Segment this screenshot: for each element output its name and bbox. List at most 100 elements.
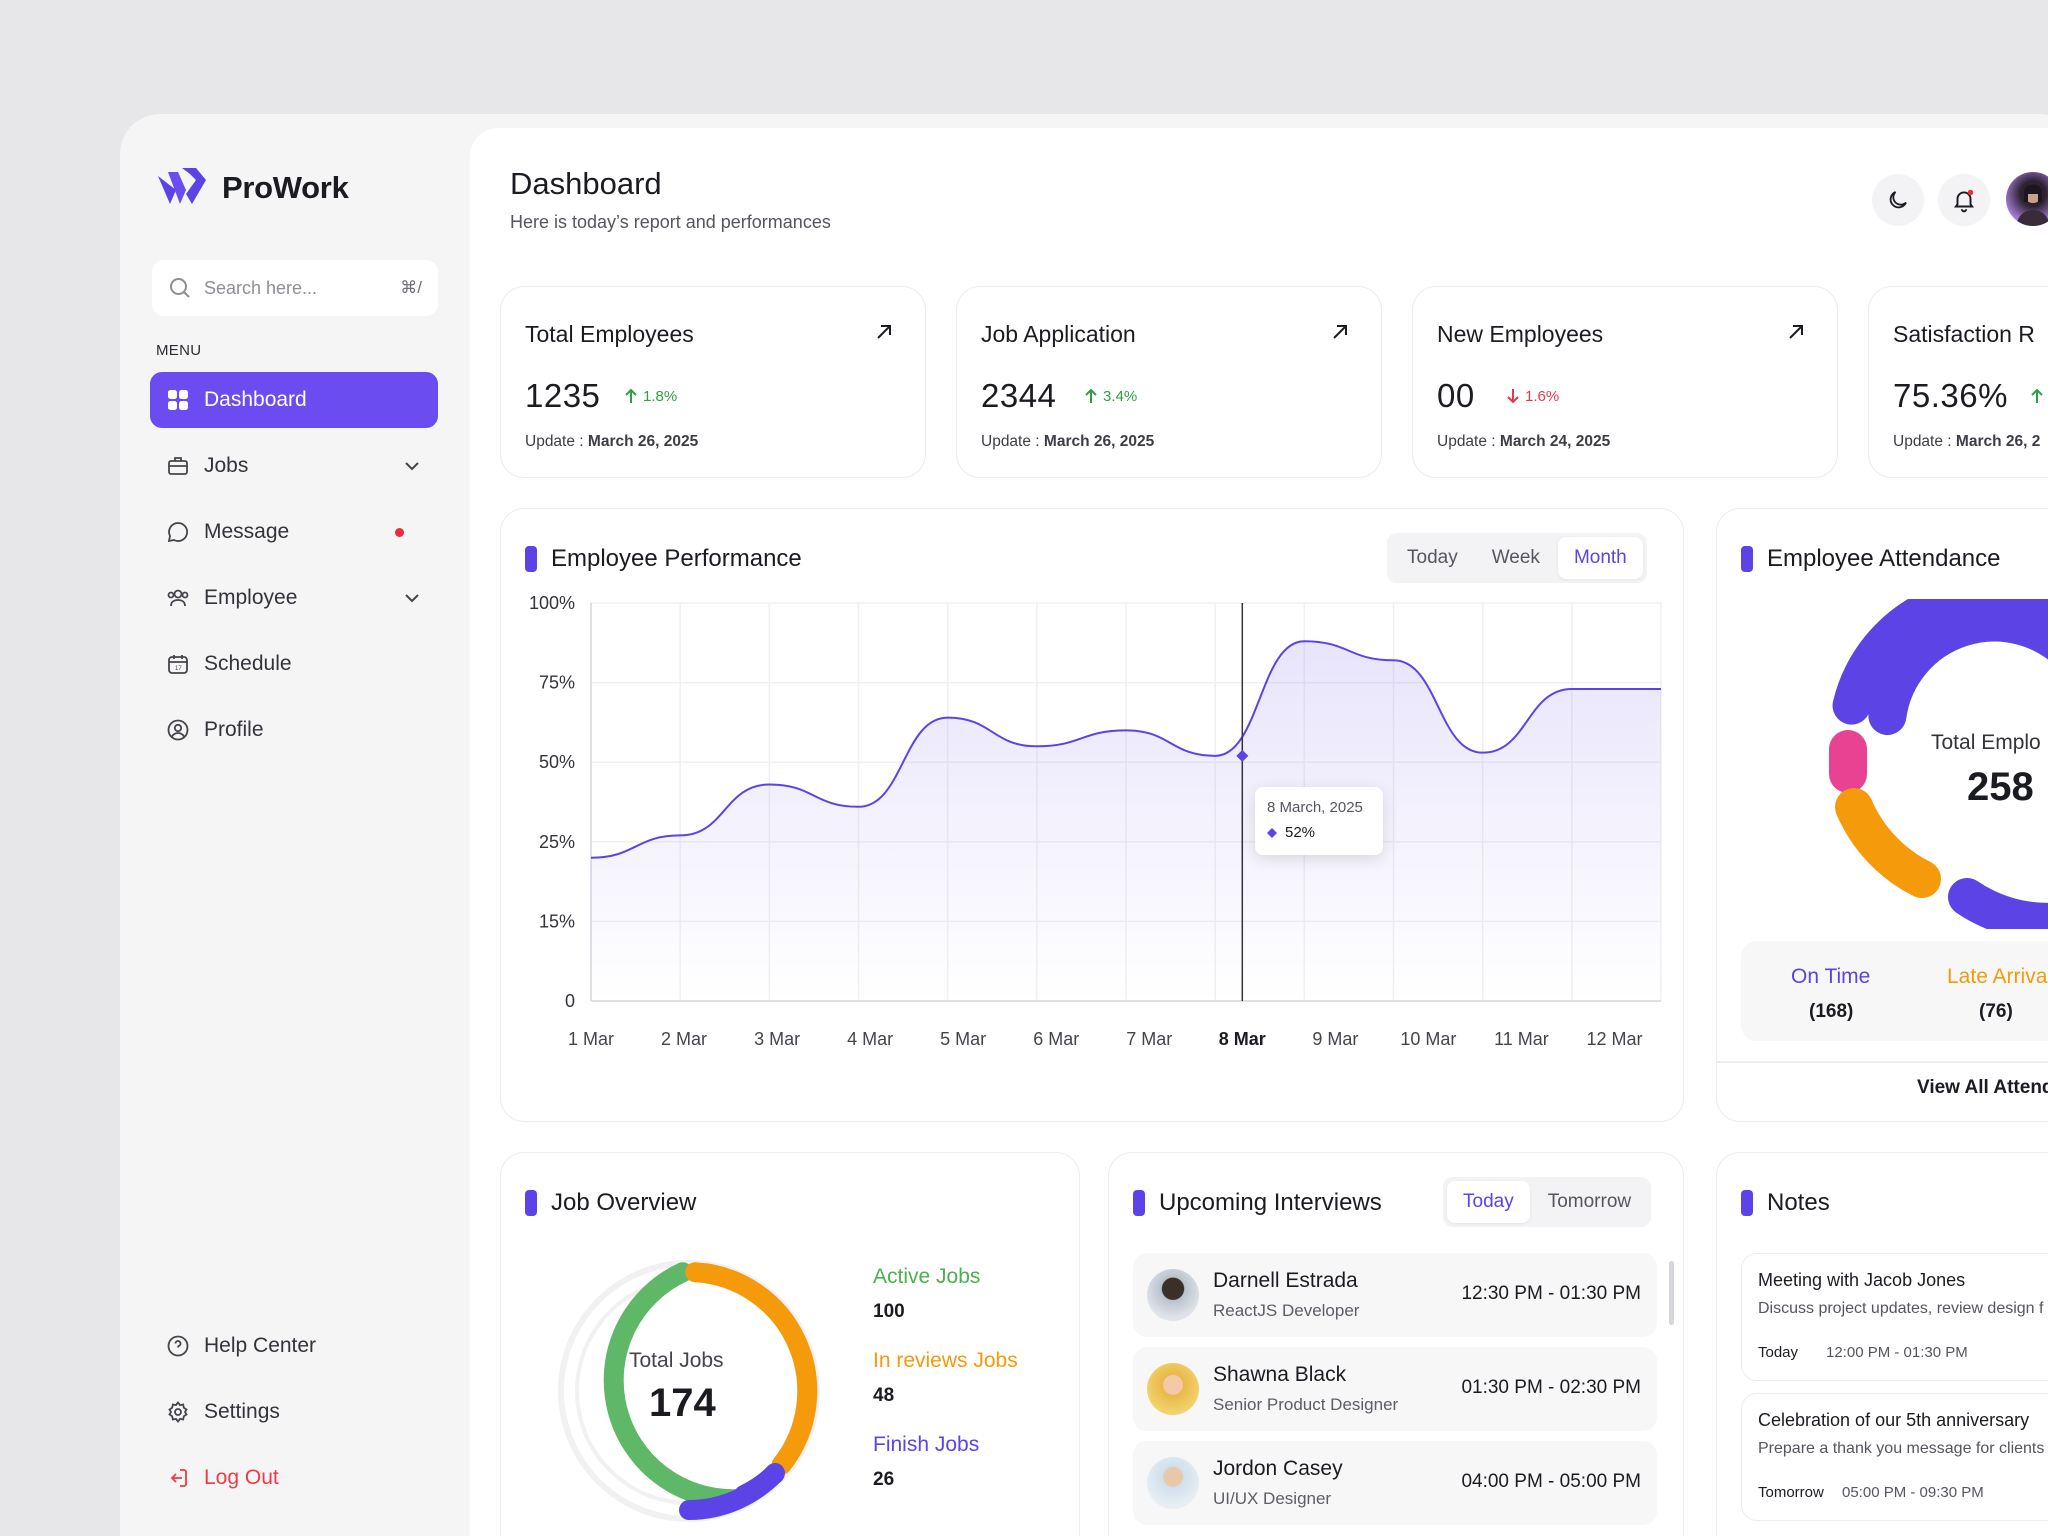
main-content: Dashboard Here is today’s report and per…	[470, 128, 2048, 1536]
update-label: Update :	[525, 433, 584, 450]
sidebar-item-logout[interactable]: Log Out	[150, 1450, 438, 1506]
arrow-up-icon	[1085, 388, 1097, 403]
sidebar-item-profile[interactable]: Profile	[150, 702, 438, 758]
avatar-image-icon	[2016, 184, 2048, 226]
legend-in-review-jobs: In reviews Jobs	[873, 1349, 1018, 1372]
sidebar-item-label: Help Center	[204, 1334, 317, 1357]
stat-card-new-employees[interactable]: New Employees 00 1.6% Update : March 24,…	[1412, 286, 1838, 478]
sidebar-item-label: Schedule	[204, 652, 292, 675]
sidebar-item-label: Employee	[204, 586, 298, 609]
day-tabs: Today Tomorrow	[1443, 1177, 1652, 1227]
brand-logo[interactable]: ProWork	[156, 164, 349, 212]
stat-title: Satisfaction R	[1893, 321, 2035, 347]
donut-center-value: 258	[1967, 765, 2034, 809]
section-title-text: Job Overview	[551, 1189, 697, 1216]
arrow-up-right-icon[interactable]	[1785, 321, 1807, 343]
y-tick-label: 50%	[539, 752, 575, 772]
calendar-icon: 17	[168, 655, 188, 674]
y-tick-label: 25%	[539, 832, 575, 852]
svg-text:17: 17	[175, 666, 182, 672]
legend-late-arrival-value: (76)	[1979, 1001, 2013, 1022]
arrow-up-icon	[625, 388, 637, 403]
chevron-down-icon[interactable]	[402, 456, 422, 476]
stat-card-total-employees[interactable]: Total Employees 1235 1.8% Update : March…	[500, 286, 926, 478]
avatar	[1147, 1269, 1199, 1321]
note-title: Celebration of our 5th anniversary	[1758, 1410, 2030, 1430]
legend-active-jobs-value: 100	[873, 1301, 905, 1322]
attendance-donut-chart[interactable]	[1717, 599, 2048, 929]
donut-center-label: Total Jobs	[629, 1349, 724, 1372]
stat-title: Job Application	[981, 321, 1136, 347]
stat-update: Update : March 26, 2025	[525, 433, 698, 451]
performance-chart[interactable]: 0 15% 25% 50% 75% 100% 1 Mar 2 Mar 3 Mar 4 Mar 5 M…	[501, 563, 1685, 1123]
tab-week[interactable]: Week	[1491, 547, 1540, 568]
tooltip-value: 52%	[1285, 824, 1316, 841]
sidebar-item-message[interactable]: Message	[150, 504, 438, 560]
stat-change-value: 3.4%	[1103, 387, 1138, 405]
interview-item[interactable]: Shawna Black Senior Product Designer 01:…	[1133, 1347, 1657, 1431]
note-item[interactable]: Celebration of our 5th anniversary Prepa…	[1741, 1393, 2048, 1521]
note-item[interactable]: Meeting with Jacob Jones Discuss project…	[1741, 1253, 2048, 1381]
x-tick-label: 1 Mar	[568, 1029, 614, 1049]
notes-card: Notes Meeting with Jacob Jones Discuss p…	[1716, 1152, 2048, 1536]
arrow-up-right-icon[interactable]	[1329, 321, 1351, 343]
sidebar-item-schedule[interactable]: 17 Schedule	[150, 636, 438, 692]
stat-card-satisfaction[interactable]: Satisfaction R 75.36% Update : March 26,…	[1868, 286, 2048, 478]
section-accent-bar	[1133, 1190, 1145, 1216]
period-tabs: Today Week Month	[1387, 533, 1647, 583]
job-overview-card: Job Overview Total Jobs 174 Active Jobs …	[500, 1152, 1080, 1536]
search-placeholder[interactable]: Search here...	[204, 277, 318, 298]
update-date: March 26, 2025	[1043, 433, 1155, 450]
chart-tooltip: 8 March, 2025 52%	[1255, 787, 1383, 855]
interview-item[interactable]: Darnell Estrada ReactJS Developer 12:30 …	[1133, 1253, 1657, 1337]
section-accent-bar	[1741, 1190, 1753, 1216]
diamond-icon	[1267, 827, 1277, 838]
sidebar-item-dashboard[interactable]: Dashboard	[150, 372, 438, 428]
y-tick-label: 0	[565, 991, 575, 1011]
donut-segment-active	[603, 1262, 749, 1510]
job-overview-donut-chart[interactable]	[549, 1251, 829, 1531]
x-tick-label: 4 Mar	[847, 1029, 893, 1049]
tab-today[interactable]: Today	[1447, 1181, 1530, 1223]
briefcase-icon	[168, 457, 188, 475]
y-tick-label: 100%	[529, 593, 575, 613]
moon-icon	[1889, 191, 1907, 209]
x-tick-label: 9 Mar	[1312, 1029, 1358, 1049]
tab-today[interactable]: Today	[1407, 547, 1458, 568]
theme-toggle-button[interactable]	[1872, 174, 1924, 226]
legend-on-time: On Time	[1791, 965, 1871, 988]
interview-list-scrollbar[interactable]	[1669, 1261, 1674, 1325]
stat-card-job-application[interactable]: Job Application 2344 3.4% Update : March…	[956, 286, 1382, 478]
sidebar-item-jobs[interactable]: Jobs	[150, 438, 438, 494]
donut-segment-late	[1835, 788, 1941, 898]
stat-change: 1.8%	[623, 387, 677, 405]
chart-area-fill	[591, 641, 1661, 1001]
section-title: Employee Attendance	[1741, 545, 2001, 573]
search-box[interactable]: Search here... ⌘/	[152, 260, 438, 316]
chevron-down-icon[interactable]	[402, 588, 422, 608]
user-avatar[interactable]	[2006, 172, 2048, 226]
x-tick-label: 3 Mar	[754, 1029, 800, 1049]
x-tick-label: 10 Mar	[1400, 1029, 1456, 1049]
notifications-button[interactable]	[1938, 174, 1990, 226]
interviewee-name: Jordon Casey	[1213, 1457, 1343, 1480]
avatar	[1147, 1457, 1199, 1509]
tab-month[interactable]: Month	[1557, 537, 1643, 579]
sidebar-item-employee[interactable]: Employee	[150, 570, 438, 626]
note-day: Today	[1758, 1344, 1799, 1361]
arrow-up-right-icon[interactable]	[873, 321, 895, 343]
stat-update: Update : March 26, 2025	[981, 433, 1154, 451]
section-title-text: Employee Attendance	[1767, 545, 2001, 572]
tab-tomorrow[interactable]: Tomorrow	[1547, 1191, 1632, 1212]
x-tick-label: 5 Mar	[940, 1029, 986, 1049]
legend-late-arrival: Late Arriva	[1947, 965, 2048, 988]
sidebar-item-help-center[interactable]: Help Center	[150, 1318, 438, 1374]
interview-item[interactable]: Jordon Casey UI/UX Designer 04:00 PM - 0…	[1133, 1441, 1657, 1525]
view-all-attendance-link[interactable]: View All Attend	[1917, 1077, 2048, 1098]
x-tick-label: 6 Mar	[1033, 1029, 1079, 1049]
stat-value: 00	[1437, 377, 1475, 414]
sidebar-item-label: Log Out	[204, 1466, 279, 1489]
prowork-logo-icon	[158, 168, 206, 204]
sidebar-item-settings[interactable]: Settings	[150, 1384, 438, 1440]
section-accent-bar	[525, 546, 537, 572]
